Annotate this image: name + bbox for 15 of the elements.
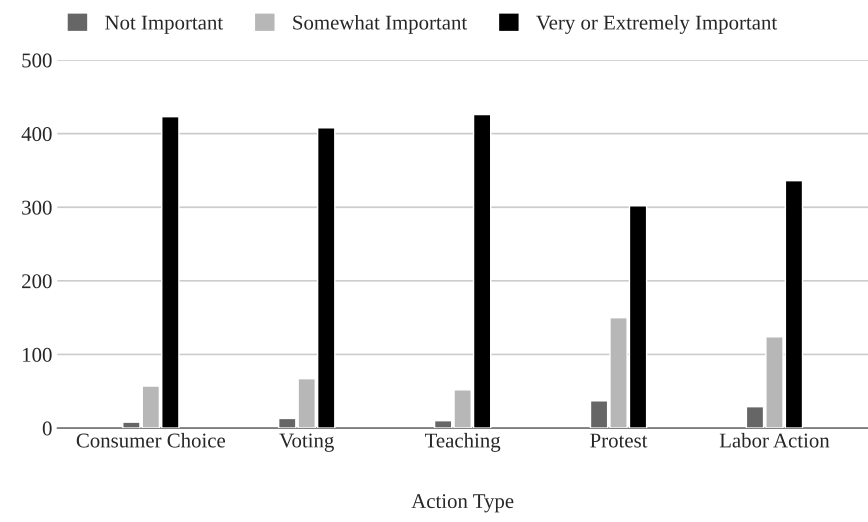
x-tick-label: Protest [590, 434, 648, 448]
legend-label: Not Important [105, 16, 224, 34]
x-axis-title: Action Type [411, 494, 514, 512]
x-tick-label: Teaching [425, 432, 500, 452]
x-tick-label: Labor Action [720, 432, 830, 448]
y-tick-label: 400 [22, 127, 52, 142]
y-tick-label: 300 [22, 200, 52, 215]
legend-label: Somewhat Important [293, 14, 468, 34]
x-tick-label: Voting [279, 434, 334, 452]
y-tick-label: 0 [42, 421, 52, 436]
y-tick-label: 500 [22, 53, 52, 68]
y-tick-label: 200 [22, 274, 52, 288]
x-tick-label: Consumer Choice [76, 432, 226, 448]
y-tick-label: 100 [23, 348, 52, 362]
legend-label: Very or Extremely Important [536, 14, 778, 34]
